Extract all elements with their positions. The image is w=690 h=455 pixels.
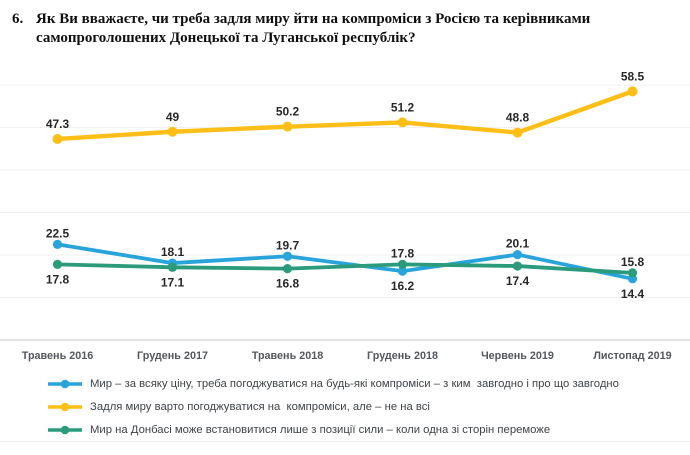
series-line-0: [55, 242, 635, 281]
data-point: [52, 259, 63, 269]
value-label: 51.2: [391, 100, 415, 114]
value-label: 50.2: [276, 105, 300, 119]
data-point: [282, 264, 293, 274]
value-label: 22.5: [46, 226, 70, 240]
x-axis-label: Червень 2019: [481, 350, 554, 362]
data-point: [627, 268, 638, 278]
value-label: 16.2: [391, 279, 415, 293]
value-label: 17.4: [506, 274, 530, 288]
value-label: 15.8: [621, 255, 645, 269]
x-axis-label: Грудень 2018: [367, 350, 438, 362]
data-point: [512, 127, 523, 138]
data-point: [397, 259, 408, 269]
value-label: 49: [166, 110, 180, 124]
x-axis-label: Листопад 2019: [593, 350, 671, 362]
data-point: [512, 261, 523, 271]
value-label: 16.8: [276, 277, 300, 291]
data-point: [397, 266, 408, 276]
data-point: [167, 126, 178, 137]
question-number: 6.: [12, 11, 24, 27]
value-label: 17.1: [161, 275, 185, 289]
series-line-1: [55, 89, 635, 142]
data-point: [52, 239, 63, 249]
value-label: 18.1: [161, 245, 185, 259]
value-label: 14.4: [621, 287, 645, 301]
series-line-2: [55, 262, 635, 275]
bottom-separator: [0, 441, 690, 442]
value-label: 58.5: [621, 69, 645, 83]
value-label: 19.7: [276, 238, 300, 252]
data-point: [627, 86, 638, 97]
x-axis-label: Травень 2016: [22, 350, 93, 362]
data-point: [282, 251, 293, 261]
data-point: [282, 121, 293, 132]
x-axis-label: Грудень 2017: [137, 350, 208, 362]
value-label: 20.1: [506, 237, 530, 251]
value-label: 17.8: [46, 272, 70, 286]
data-point: [397, 117, 408, 128]
value-label: 17.8: [391, 246, 415, 260]
data-point: [167, 262, 178, 272]
data-point: [512, 249, 523, 260]
data-point: [52, 133, 63, 144]
value-label: 47.3: [46, 117, 70, 131]
value-label: 48.8: [506, 111, 530, 125]
question-text: Як Ви вважаєте, чи треба задля миру йти …: [36, 11, 591, 46]
x-axis-label: Травень 2018: [252, 350, 323, 362]
question-title: 6. Як Ви вважаєте, чи треба задля миру й…: [12, 10, 632, 48]
